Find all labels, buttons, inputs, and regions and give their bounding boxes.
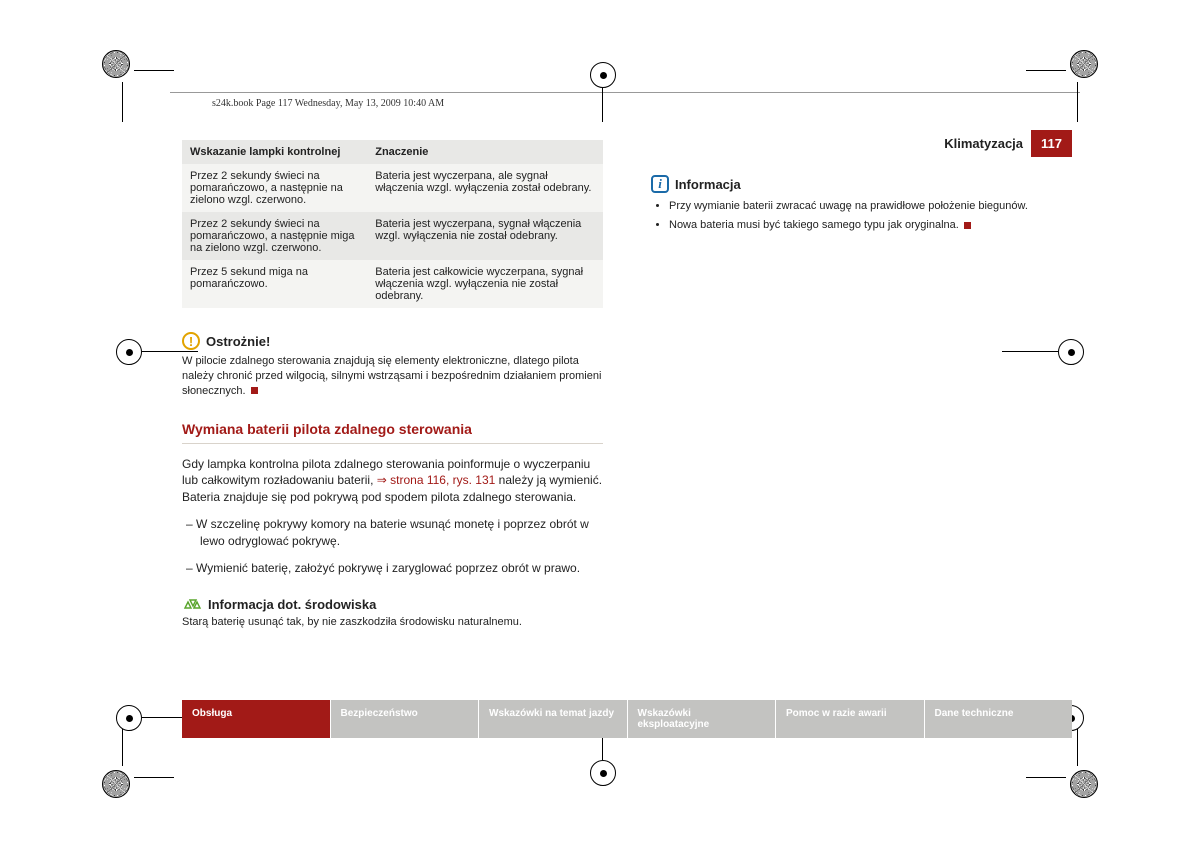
table-cell: Przez 2 sekundy świeci na pomarańczowo, … bbox=[182, 212, 367, 260]
recycle-icon bbox=[182, 596, 202, 612]
info-title: Informacja bbox=[675, 177, 741, 192]
right-column: Klimatyzacja 117 i Informacja Przy wymia… bbox=[651, 130, 1072, 628]
page-content: Wskazanie lampki kontrolnej Znaczenie Pr… bbox=[182, 130, 1072, 628]
caution-heading: ! Ostrożnie! bbox=[182, 332, 603, 350]
tab-pomoc-awaria[interactable]: Pomoc w razie awarii bbox=[775, 700, 924, 738]
table-header-2: Znaczenie bbox=[367, 140, 603, 164]
info-bullet-2-text: Nowa bateria musi być takiego samego typ… bbox=[669, 219, 959, 231]
step-2: Wymienić baterię, założyć pokrywę i zary… bbox=[182, 560, 603, 577]
table-header-1: Wskazanie lampki kontrolnej bbox=[182, 140, 367, 164]
tab-obsluga[interactable]: Obsługa bbox=[182, 700, 330, 738]
subsection-paragraph: Gdy lampka kontrolna pilota zdalnego ste… bbox=[182, 456, 603, 506]
table-cell: Przez 2 sekundy świeci na pomarańczowo, … bbox=[182, 164, 367, 212]
environment-body: Starą baterię usunąć tak, by nie zaszkod… bbox=[182, 616, 603, 628]
crop-mark-left-1 bbox=[116, 339, 142, 365]
caution-body: W pilocie zdalnego sterowania znajdują s… bbox=[182, 354, 603, 399]
page-meta-line: s24k.book Page 117 Wednesday, May 13, 20… bbox=[212, 98, 444, 109]
info-icon: i bbox=[651, 175, 669, 193]
caution-text: W pilocie zdalnego sterowania znajdują s… bbox=[182, 355, 601, 397]
environment-heading: Informacja dot. środowiska bbox=[182, 596, 603, 612]
end-marker-icon bbox=[964, 222, 971, 229]
crop-mark-bottom bbox=[590, 760, 616, 786]
page-header: Klimatyzacja 117 bbox=[651, 130, 1072, 157]
caution-title: Ostrożnie! bbox=[206, 334, 270, 349]
tab-bezpieczenstwo[interactable]: Bezpieczeństwo bbox=[330, 700, 479, 738]
end-marker-icon bbox=[251, 387, 258, 394]
tab-dane-techniczne[interactable]: Dane techniczne bbox=[924, 700, 1073, 738]
table-row: Przez 5 sekund miga na pomarańczowo. Bat… bbox=[182, 260, 603, 308]
caution-icon: ! bbox=[182, 332, 200, 350]
crop-mark-left-2 bbox=[116, 705, 142, 731]
tab-wskazowki-eksploatacyjne[interactable]: Wskazówki eksploatacyjne bbox=[627, 700, 776, 738]
table-cell: Bateria jest wyczerpana, sygnał włączeni… bbox=[367, 212, 603, 260]
cross-reference: ⇒ strona 116, rys. 131 bbox=[377, 473, 496, 487]
info-heading: i Informacja bbox=[651, 175, 1072, 193]
page-number: 117 bbox=[1031, 130, 1072, 157]
step-1: W szczelinę pokrywy komory na baterie ws… bbox=[182, 516, 603, 550]
table-row: Przez 2 sekundy świeci na pomarańczowo, … bbox=[182, 212, 603, 260]
indicator-table: Wskazanie lampki kontrolnej Znaczenie Pr… bbox=[182, 140, 603, 308]
table-cell: Bateria jest całkowicie wyczerpana, sygn… bbox=[367, 260, 603, 308]
table-cell: Bateria jest wyczerpana, ale sygnał włąc… bbox=[367, 164, 603, 212]
footer-tabs: Obsługa Bezpieczeństwo Wskazówki na tema… bbox=[182, 700, 1072, 738]
left-column: Wskazanie lampki kontrolnej Znaczenie Pr… bbox=[182, 130, 603, 628]
info-bullet-2: Nowa bateria musi być takiego samego typ… bbox=[669, 218, 1072, 233]
table-row: Przez 2 sekundy świeci na pomarańczowo, … bbox=[182, 164, 603, 212]
info-bullets: Przy wymianie baterii zwracać uwagę na p… bbox=[669, 199, 1072, 234]
tab-wskazowki-jazdy[interactable]: Wskazówki na temat jazdy bbox=[478, 700, 627, 738]
info-bullet-1: Przy wymianie baterii zwracać uwagę na p… bbox=[669, 199, 1072, 214]
environment-title: Informacja dot. środowiska bbox=[208, 597, 376, 612]
section-name: Klimatyzacja bbox=[944, 136, 1023, 151]
page-top-rule bbox=[170, 92, 1080, 93]
subsection-title: Wymiana baterii pilota zdalnego sterowan… bbox=[182, 421, 603, 444]
table-cell: Przez 5 sekund miga na pomarańczowo. bbox=[182, 260, 367, 308]
crop-mark-top bbox=[590, 62, 616, 88]
